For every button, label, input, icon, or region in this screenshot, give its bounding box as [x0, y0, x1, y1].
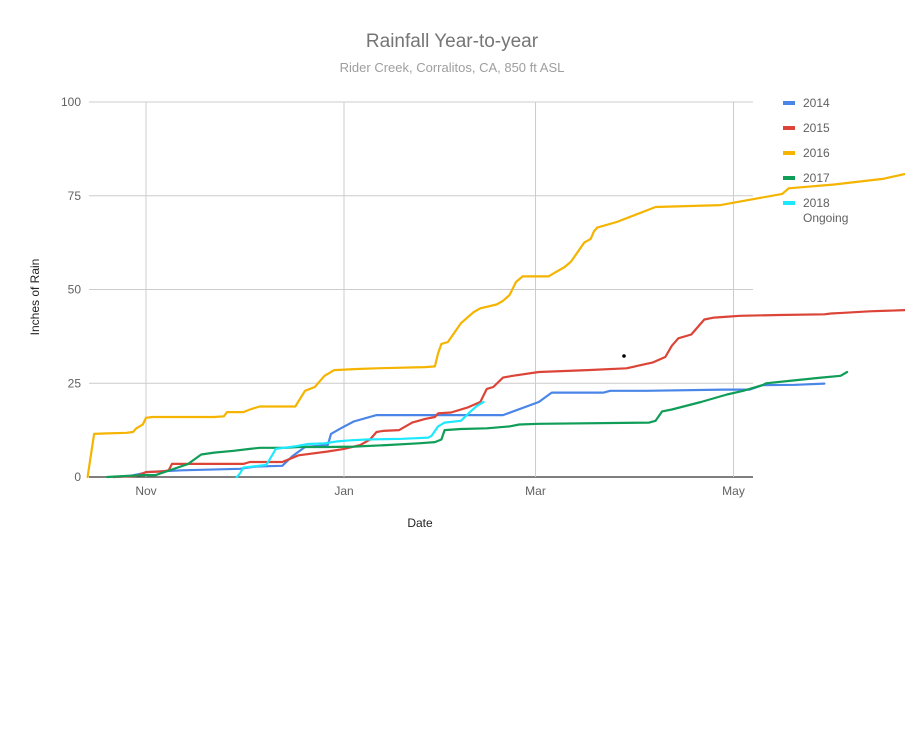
series-line-2018 [235, 400, 485, 479]
chart-title: Rainfall Year-to-year [366, 31, 539, 52]
y-tick-label: 0 [74, 470, 81, 484]
series-lines [86, 172, 905, 479]
y-tick-label: 25 [68, 376, 82, 390]
series-line-2016 [86, 172, 905, 479]
legend-label: 2016 [803, 146, 830, 160]
y-axis-title: Inches of Rain [28, 259, 42, 336]
legend: 2014 2015 2016 2017 2018 Ongoing [783, 96, 848, 225]
chart-subtitle: Rider Creek, Corralitos, CA, 850 ft ASL [340, 60, 565, 75]
legend-label: 2015 [803, 121, 830, 135]
y-tick-label: 75 [68, 189, 82, 203]
x-tick-label: Mar [525, 484, 546, 498]
legend-label: 2017 [803, 171, 830, 185]
x-tick-label: Nov [135, 484, 156, 498]
series-line-2014 [112, 382, 826, 479]
x-tick-label: May [722, 484, 745, 498]
stray-dot-mark [622, 354, 626, 358]
y-tick-label: 50 [68, 283, 82, 297]
legend-label: 2014 [803, 96, 830, 110]
x-tick-label: Jan [334, 484, 353, 498]
x-axis-ticks: Nov Jan Mar May [135, 484, 745, 498]
y-tick-label: 100 [61, 95, 81, 109]
y-axis-ticks: 0 25 50 75 100 [61, 95, 81, 484]
x-axis-title: Date [407, 516, 433, 530]
grid-lines [89, 101, 753, 478]
legend-label: 2018 Ongoing [803, 196, 848, 225]
series-line-2015 [112, 309, 905, 479]
series-line-2017 [105, 370, 849, 479]
